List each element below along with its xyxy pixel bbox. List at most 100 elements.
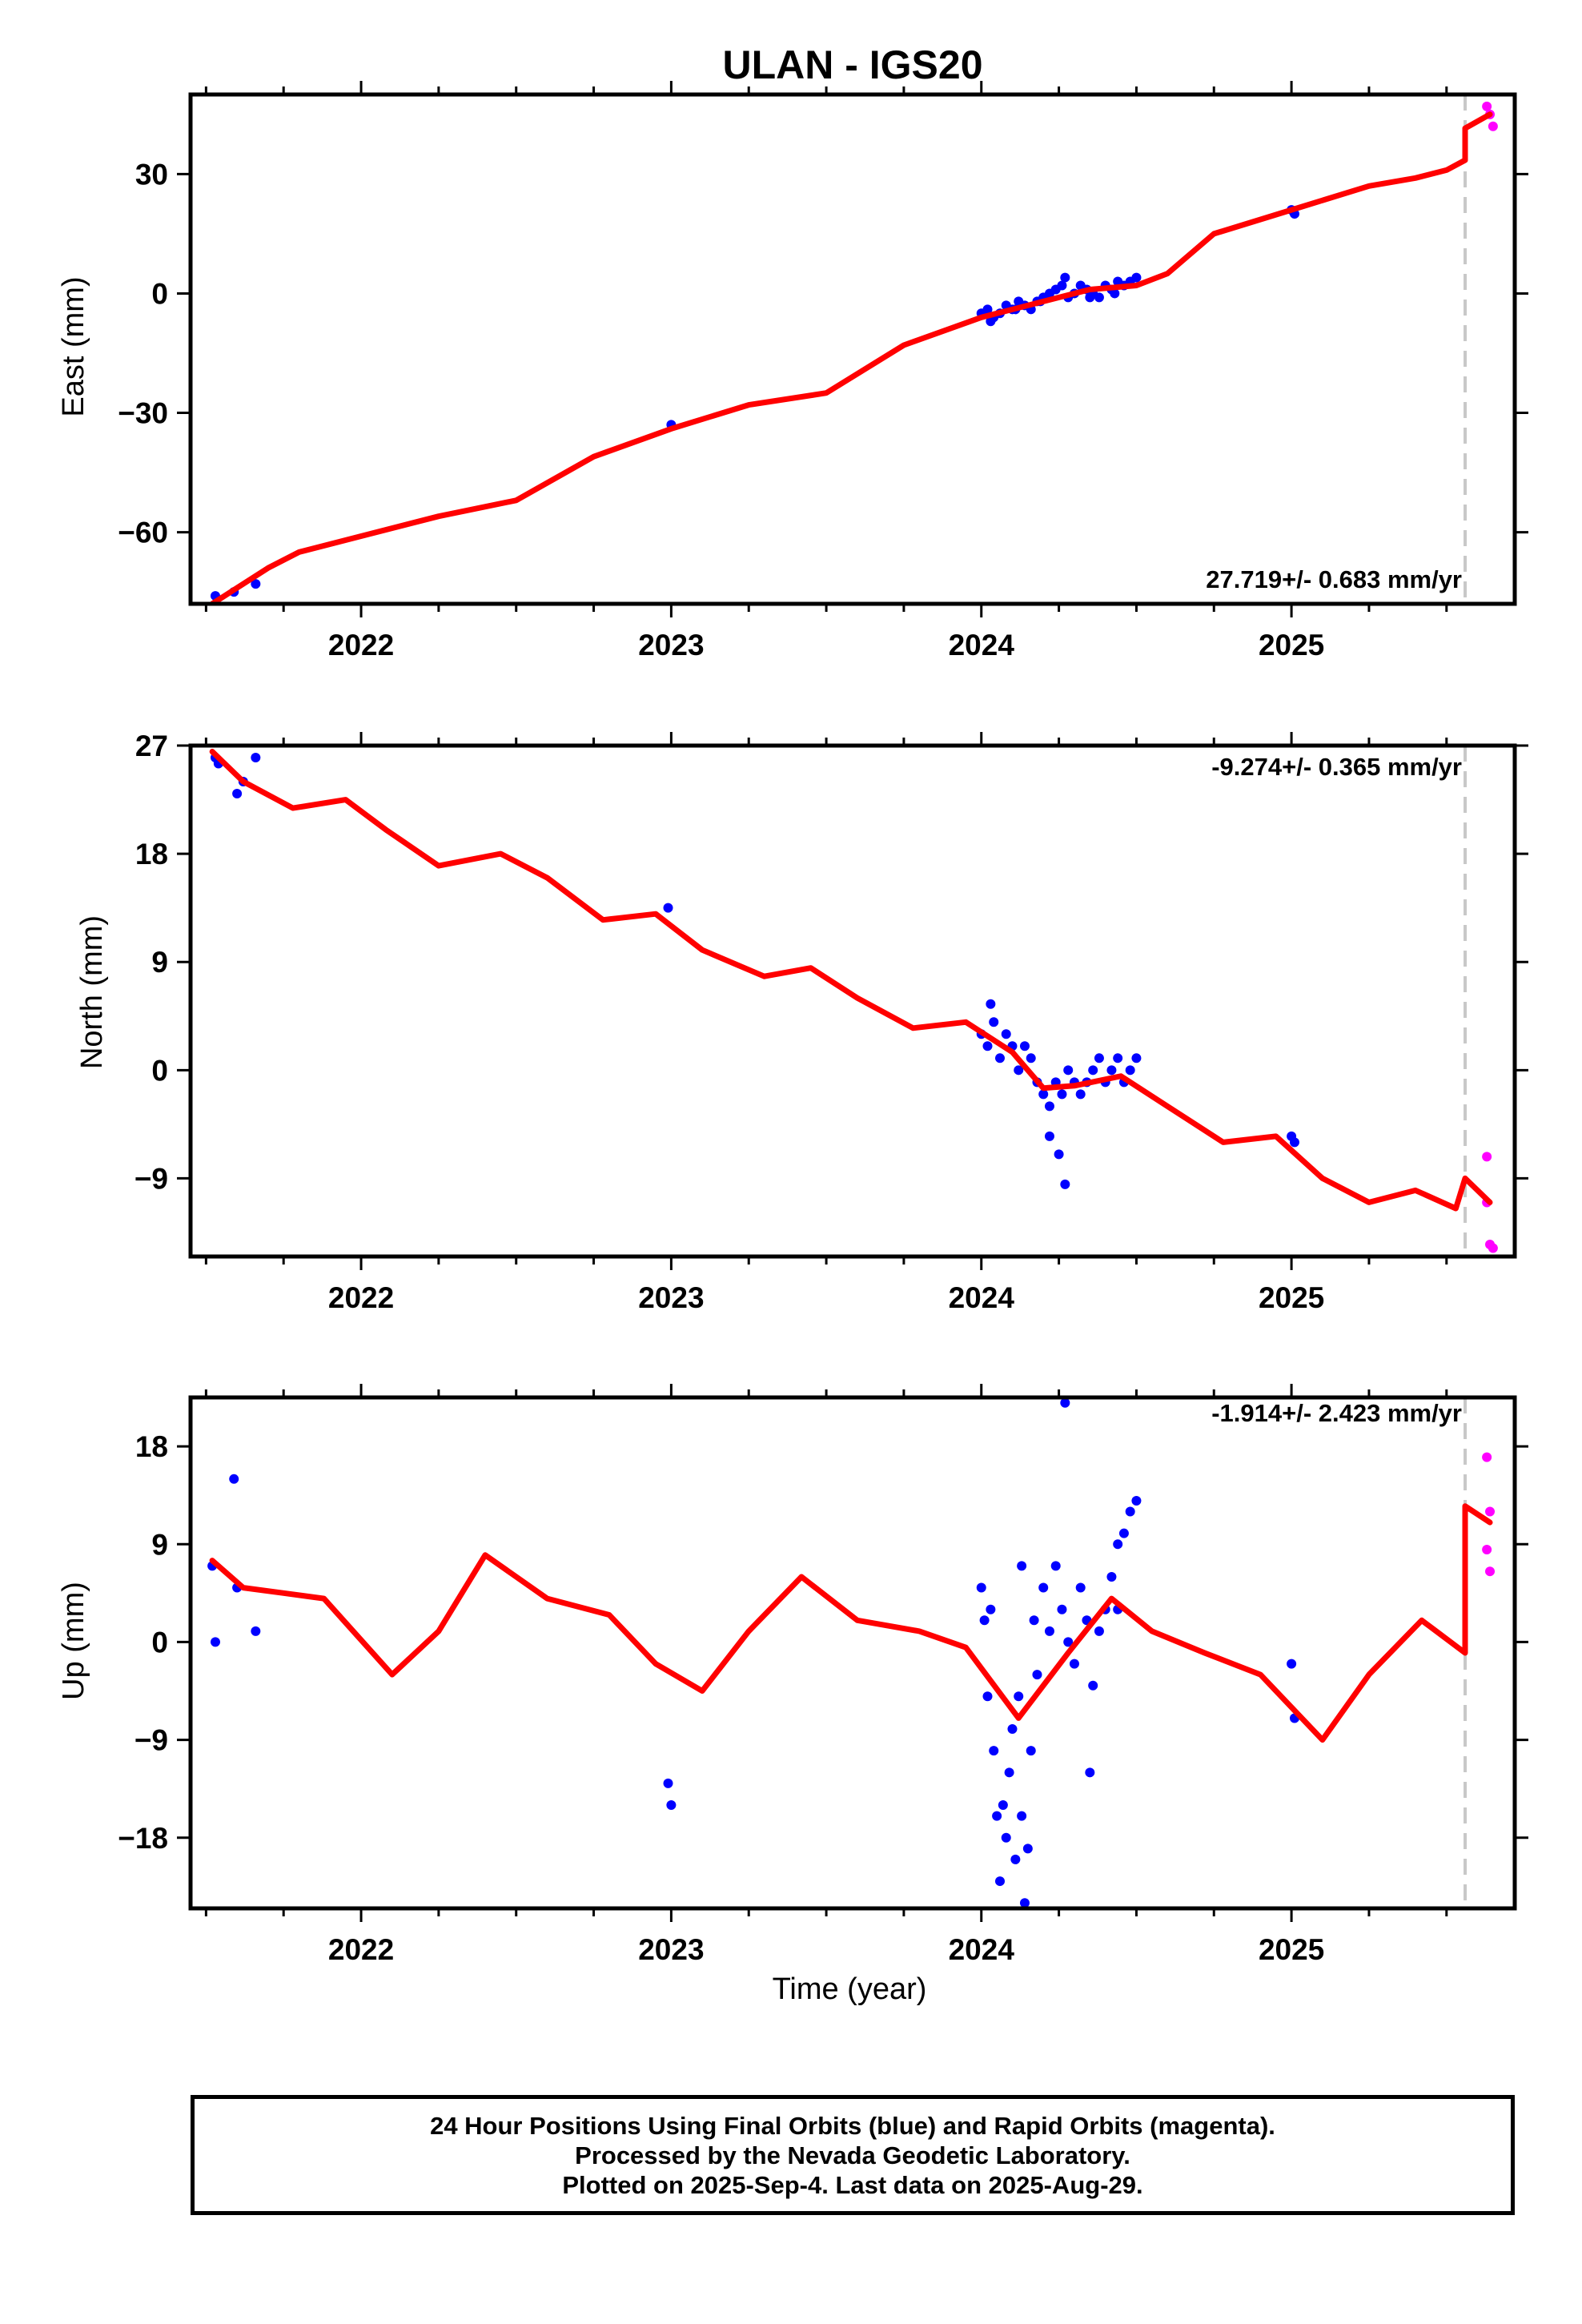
north-final-point <box>1054 1149 1064 1160</box>
up-y-tick-label: −9 <box>135 1724 168 1757</box>
east-x-tick-label: 2025 <box>1259 629 1324 661</box>
up-x-tick-label: 2022 <box>328 1933 394 1966</box>
caption-line-3: Plotted on 2025-Sep-4. Last data on 2025… <box>562 2170 1143 2199</box>
north-x-tick-label: 2022 <box>328 1281 394 1314</box>
up-final-point <box>251 1626 261 1636</box>
east-x-tick-label: 2022 <box>328 629 394 661</box>
up-rate-text: -1.914+/- 2.423 mm/yr <box>1211 1399 1462 1427</box>
up-final-point <box>1060 1397 1070 1408</box>
north-data-layer <box>209 749 1498 1253</box>
east-final-point <box>251 579 261 589</box>
east-x-tick-label: 2024 <box>949 629 1015 661</box>
up-final-point <box>1113 1539 1123 1550</box>
up-final-point <box>1022 1844 1033 1854</box>
up-y-tick-label: 0 <box>151 1626 168 1659</box>
north-final-point <box>989 1017 999 1027</box>
east-x-tick-label: 2023 <box>638 629 704 661</box>
north-final-point <box>1094 1053 1104 1063</box>
east-y-tick-label: 30 <box>135 158 168 191</box>
up-final-point <box>1017 1811 1027 1821</box>
up-final-point <box>992 1811 1002 1821</box>
up-panel: 2022 2023 2024 2025 −18 −9 0 9 18 Up (mm) -1.914… <box>57 1384 1528 1966</box>
north-final-point <box>1125 1065 1135 1076</box>
up-y-tick-label: 18 <box>135 1430 168 1463</box>
north-final-point <box>1289 1137 1299 1148</box>
up-final-point <box>1007 1724 1018 1735</box>
east-model-line <box>209 111 1493 604</box>
east-data-layer <box>209 101 1498 604</box>
east-final-point <box>1057 280 1067 291</box>
up-final-point <box>1010 1854 1021 1864</box>
north-final-point <box>1026 1053 1036 1063</box>
north-final-point <box>982 1041 993 1051</box>
up-x-tick-label: 2024 <box>949 1933 1015 1966</box>
north-final-point <box>1075 1089 1086 1100</box>
x-axis-label: Time (year) <box>773 1972 927 2006</box>
east-y-axis-label: East (mm) <box>57 276 90 416</box>
north-frame <box>188 743 1517 1259</box>
up-final-point <box>998 1800 1008 1811</box>
north-y-tick-label: 18 <box>135 838 168 870</box>
caption-line-1: 24 Hour Positions Using Final Orbits (bl… <box>430 2111 1275 2140</box>
up-y-tick-label: 9 <box>151 1528 168 1561</box>
up-frame <box>188 1395 1517 1911</box>
north-y-axis-label: North (mm) <box>75 915 109 1069</box>
up-final-point <box>994 1876 1005 1887</box>
up-final-point <box>1085 1767 1095 1778</box>
up-final-point <box>666 1800 677 1811</box>
north-y-tick-label: −9 <box>135 1162 168 1195</box>
north-x-tick-label: 2023 <box>638 1281 704 1314</box>
up-final-point <box>1050 1561 1061 1571</box>
up-final-point <box>1063 1637 1074 1647</box>
east-y-tick-label: −60 <box>118 517 168 549</box>
north-final-point <box>1113 1053 1123 1063</box>
up-final-point <box>1001 1832 1011 1843</box>
north-model-line <box>209 749 1493 1212</box>
east-final-point <box>1094 292 1104 303</box>
up-final-point <box>1032 1670 1042 1680</box>
east-y-tick-label: −30 <box>118 397 168 430</box>
north-y-tick-label: 0 <box>151 1054 168 1087</box>
east-final-point <box>982 304 993 315</box>
up-final-point <box>1094 1626 1104 1636</box>
north-final-point <box>1044 1101 1054 1112</box>
up-final-point <box>1088 1680 1098 1691</box>
north-final-point <box>1044 1131 1054 1141</box>
up-model-line <box>209 1503 1493 1743</box>
up-final-point <box>229 1474 239 1484</box>
north-final-point <box>1060 1179 1070 1189</box>
up-final-point <box>1057 1604 1067 1614</box>
chart-title: ULAN - IGS20 <box>722 42 982 87</box>
east-final-point <box>1110 288 1120 299</box>
north-final-point <box>1088 1065 1098 1076</box>
north-final-point <box>663 903 673 913</box>
north-final-point <box>251 753 261 763</box>
east-rapid-point <box>1482 101 1492 111</box>
up-y-tick-label: −18 <box>118 1822 168 1855</box>
up-final-point <box>979 1615 990 1626</box>
north-y-tick-label: 27 <box>135 730 168 762</box>
north-final-point <box>1106 1065 1117 1076</box>
north-final-point <box>1001 1029 1011 1039</box>
up-final-point <box>1125 1506 1135 1517</box>
north-x-tick-label: 2024 <box>949 1281 1015 1314</box>
up-final-point <box>1118 1528 1129 1538</box>
caption-box: 24 Hour Positions Using Final Orbits (bl… <box>191 2095 1515 2215</box>
up-rapid-point <box>1485 1566 1496 1577</box>
up-final-point <box>989 1746 999 1756</box>
north-final-point <box>1038 1089 1049 1100</box>
north-final-point <box>1019 1041 1030 1051</box>
east-panel: 2022 2023 2024 2025 −60 −30 0 30 East (mm) 27.7… <box>57 81 1528 661</box>
east-final-point <box>1085 292 1095 303</box>
up-final-point <box>1026 1746 1036 1756</box>
up-final-point <box>1004 1767 1014 1778</box>
up-rapid-point <box>1482 1545 1492 1555</box>
up-final-point <box>986 1604 996 1614</box>
north-rapid-point <box>1482 1152 1492 1162</box>
up-final-point <box>1069 1659 1079 1669</box>
up-final-point <box>1044 1626 1054 1636</box>
east-rapid-point <box>1488 121 1498 131</box>
east-final-point <box>986 316 996 327</box>
north-y-tick-label: 9 <box>151 946 168 979</box>
up-final-point <box>1287 1659 1297 1669</box>
